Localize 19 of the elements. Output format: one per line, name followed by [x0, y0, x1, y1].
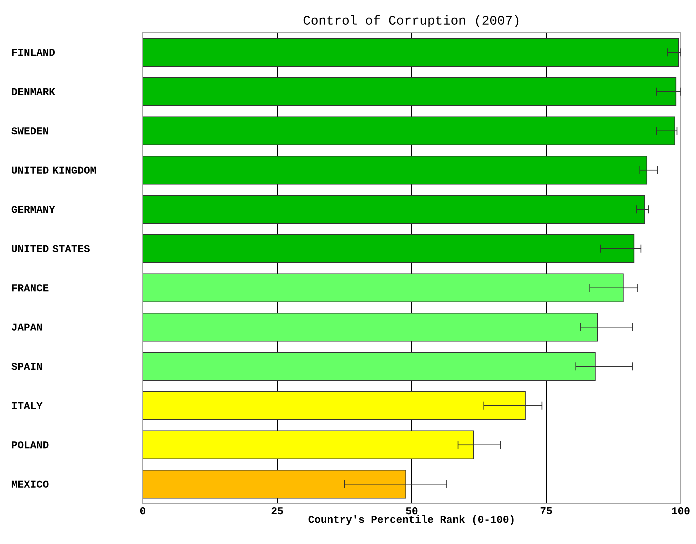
- y-tick-label: GERMANY: [12, 206, 56, 214]
- y-tick-label: UNITED KINGDOM: [12, 166, 96, 174]
- y-tick-label: FRANCE: [12, 284, 49, 292]
- x-tick-label: 25: [272, 508, 284, 515]
- y-tick-label: MEXICO: [12, 480, 49, 488]
- x-tick-label: 0: [140, 508, 146, 515]
- y-tick-label: JAPAN: [12, 324, 42, 331]
- y-tick-label: UNITED STATES: [12, 245, 90, 252]
- x-tick-label: 75: [540, 508, 552, 515]
- x-tick-label: 100: [672, 508, 690, 515]
- x-axis-title: Country's Percentile Rank (0-100): [308, 515, 514, 526]
- x-tick-label: 50: [406, 508, 418, 515]
- y-tick-label: POLAND: [12, 442, 49, 449]
- chart-title: Control of Corruption (2007): [304, 15, 519, 28]
- y-tick-label: SPAIN: [12, 363, 42, 370]
- y-tick-label: FINLAND: [12, 49, 55, 56]
- y-tick-label: ITALY: [12, 402, 43, 410]
- y-tick-label: SWEDEN: [12, 128, 48, 135]
- y-tick-label: DENMARK: [12, 88, 56, 96]
